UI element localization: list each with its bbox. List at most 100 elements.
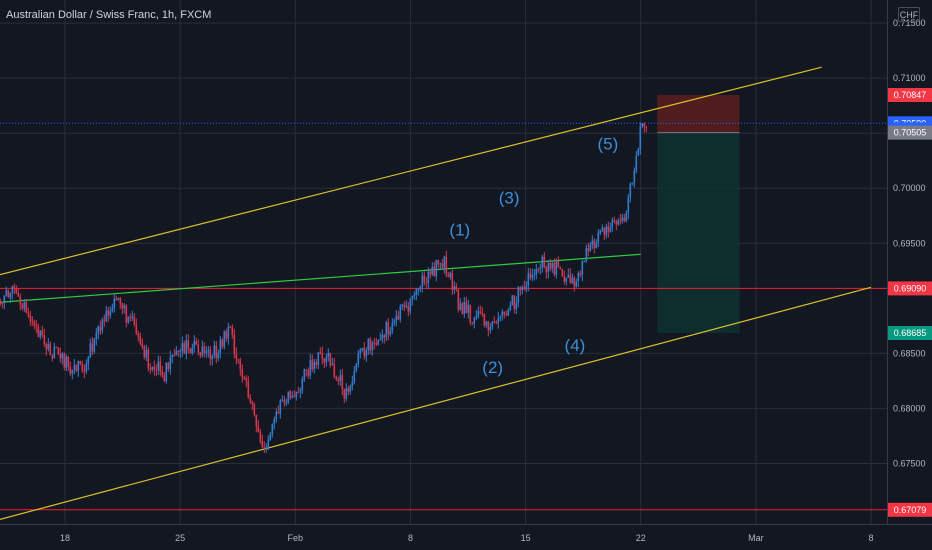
candle-body (289, 391, 292, 398)
candle-body (167, 362, 170, 369)
candle-body (543, 256, 546, 268)
candle-body (209, 349, 212, 360)
price-tag-label: 0.67079 (894, 505, 927, 515)
candle-body (51, 355, 54, 359)
candle-body (625, 213, 628, 222)
candle-body (605, 226, 608, 235)
candle-body (363, 347, 366, 357)
candle-body (43, 335, 46, 344)
candle-body (423, 275, 426, 283)
candle-body (79, 361, 82, 365)
candle-body (255, 414, 258, 427)
candle-body (469, 304, 472, 323)
green-trend-line (0, 253, 641, 303)
candle-body (525, 285, 528, 288)
candle-body (141, 343, 144, 347)
candle-body (519, 287, 522, 291)
candle-body (581, 261, 584, 275)
candle-body (125, 305, 128, 323)
candle-body (353, 370, 356, 382)
candle-body (73, 365, 76, 370)
candle-body (475, 316, 478, 318)
candle-body (103, 319, 106, 322)
candle-body (459, 303, 462, 310)
candle-body (593, 240, 596, 249)
price-tick-label: 0.68000 (893, 403, 926, 413)
candle-body (13, 286, 16, 288)
candle-body (437, 260, 440, 265)
candle-body (505, 313, 508, 316)
candle-body (645, 127, 648, 129)
candle-body (603, 227, 606, 235)
candle-body (319, 352, 322, 354)
candle-body (565, 277, 568, 282)
candle-body (611, 220, 614, 227)
candle-body (131, 316, 134, 318)
candle-body (471, 322, 474, 324)
candle-body (273, 418, 276, 424)
candle-body (389, 331, 392, 335)
price-tag-label: 0.70505 (894, 128, 927, 138)
candle-body (171, 354, 174, 358)
candle-body (325, 357, 328, 363)
candle-body (631, 183, 634, 185)
candle-body (37, 326, 40, 337)
candle-body (609, 226, 612, 232)
candle-body (135, 324, 138, 334)
candle-body (331, 364, 334, 366)
candle-body (251, 401, 254, 405)
candle-body (387, 322, 390, 335)
price-tag-box (888, 88, 932, 103)
candle-body (467, 304, 470, 314)
candle-body (433, 266, 436, 277)
price-tick-label: 0.68500 (893, 348, 926, 358)
take-profit-zone (657, 132, 740, 334)
candle-body (69, 366, 72, 374)
currency-button[interactable]: CHF (898, 7, 920, 22)
candle-body (333, 364, 336, 378)
candle-body (285, 402, 288, 404)
candle-body (281, 399, 284, 401)
candle-body (185, 340, 188, 354)
candle-body (345, 388, 348, 399)
candle-body (493, 321, 496, 323)
candle-body (219, 339, 222, 353)
candle-body (425, 282, 428, 284)
candle-body (0, 302, 2, 304)
candle-body (397, 315, 400, 320)
candle-body (145, 349, 148, 358)
candle-body (579, 272, 582, 275)
candle-body (377, 339, 380, 345)
price-tag-box (888, 281, 932, 296)
candle-body (587, 248, 590, 252)
candle-body (25, 302, 28, 313)
wave-label: (2) (482, 358, 503, 377)
candle-body (481, 313, 484, 315)
candle-body (501, 311, 504, 317)
candle-body (487, 321, 490, 331)
time-axis[interactable]: 18 25 Feb 8 15 22 Mar 8 (60, 533, 874, 543)
candle-body (355, 363, 358, 371)
candle-body (347, 388, 350, 392)
candle-body (563, 276, 566, 282)
candle-body (233, 334, 236, 354)
candle-body (177, 350, 180, 352)
candle-body (35, 324, 38, 327)
channel-lower-line (0, 286, 872, 521)
channel-upper-line (0, 66, 822, 276)
candle-body (455, 286, 458, 290)
candle-body (31, 320, 34, 322)
candle-body (217, 352, 220, 359)
candle-body (599, 230, 602, 233)
candle-body (311, 359, 314, 370)
candle-body (173, 354, 176, 356)
candle-body (263, 447, 266, 449)
candle-body (199, 352, 202, 356)
candle-body (359, 350, 362, 354)
candle-body (153, 366, 156, 370)
candle-body (415, 289, 418, 295)
price-tag-box (888, 502, 932, 517)
candle-body (539, 267, 542, 270)
candle-body (213, 345, 216, 356)
